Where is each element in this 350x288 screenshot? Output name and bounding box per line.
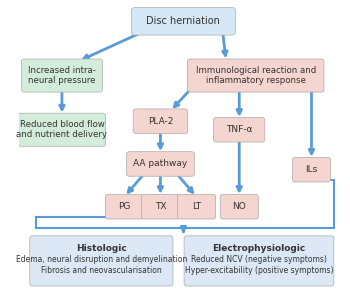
FancyBboxPatch shape [214, 118, 265, 142]
Text: PG: PG [118, 202, 131, 211]
Text: Reduced blood flow
and nutrient delivery: Reduced blood flow and nutrient delivery [16, 120, 107, 139]
FancyBboxPatch shape [184, 236, 334, 286]
FancyBboxPatch shape [177, 194, 216, 219]
Text: LT: LT [192, 202, 201, 211]
Text: Immunological reaction and
inflammatory response: Immunological reaction and inflammatory … [196, 66, 316, 85]
Text: Reduced NCV (negative symptoms): Reduced NCV (negative symptoms) [191, 255, 327, 264]
FancyBboxPatch shape [22, 59, 102, 92]
Text: Disc herniation: Disc herniation [147, 16, 220, 26]
Text: Electrophysiologic: Electrophysiologic [212, 244, 306, 253]
Text: AA pathway: AA pathway [133, 160, 188, 168]
Text: ILs: ILs [305, 165, 317, 174]
FancyBboxPatch shape [105, 194, 144, 219]
Text: Hyper-excitability (positive symptoms): Hyper-excitability (positive symptoms) [185, 266, 333, 275]
Text: TX: TX [155, 202, 166, 211]
Text: Fibrosis and neovascularisation: Fibrosis and neovascularisation [41, 266, 162, 275]
FancyBboxPatch shape [293, 158, 330, 182]
FancyBboxPatch shape [132, 8, 235, 35]
Text: NO: NO [232, 202, 246, 211]
FancyBboxPatch shape [18, 113, 106, 146]
FancyBboxPatch shape [141, 194, 180, 219]
FancyBboxPatch shape [220, 194, 258, 219]
FancyBboxPatch shape [127, 152, 194, 176]
Text: Increased intra-
neural pressure: Increased intra- neural pressure [28, 66, 96, 85]
FancyBboxPatch shape [30, 236, 173, 286]
Text: PLA-2: PLA-2 [148, 117, 173, 126]
Text: Edema, neural disruption and demyelination: Edema, neural disruption and demyelinati… [16, 255, 187, 264]
Text: Histologic: Histologic [76, 244, 127, 253]
Text: TNF-α: TNF-α [226, 125, 252, 134]
FancyBboxPatch shape [187, 59, 324, 92]
FancyBboxPatch shape [133, 109, 188, 133]
